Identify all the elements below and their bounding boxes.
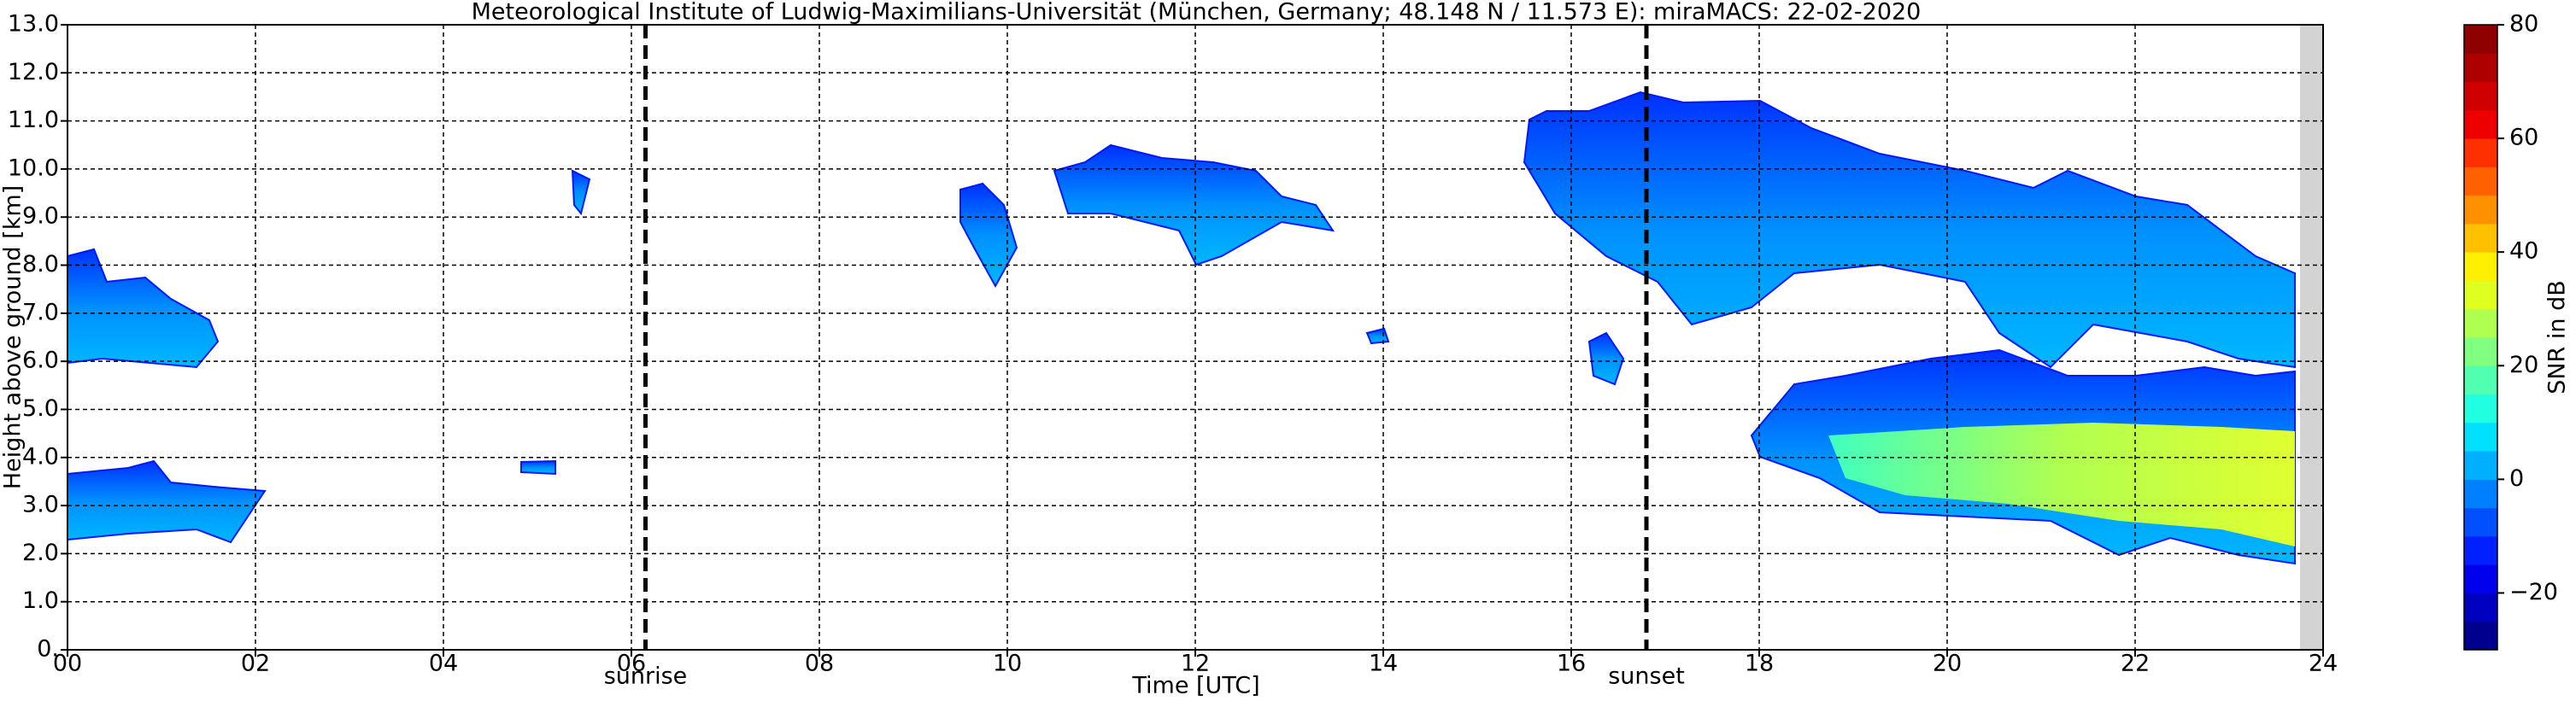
colorbar-tick-label: 40	[2509, 238, 2538, 265]
colorbar-swatch	[2464, 564, 2497, 593]
event-label: sunrise	[604, 663, 688, 690]
x-axis-label: Time [UTC]	[1131, 673, 1259, 699]
cloud	[1587, 331, 1625, 386]
colorbar-swatch	[2464, 280, 2497, 310]
cloud	[1053, 143, 1335, 266]
x-tick-label: 08	[805, 651, 834, 677]
x-tick-label: 04	[429, 651, 458, 677]
colorbar-tick-label: 80	[2509, 11, 2538, 38]
y-tick-label: 11.0	[8, 107, 59, 133]
colorbar-frame	[2463, 24, 2498, 651]
y-tick-label: 8.0	[22, 251, 59, 278]
colorbar-swatch	[2464, 422, 2497, 452]
no-data-strip	[2300, 25, 2323, 650]
cloud	[571, 169, 591, 216]
x-tick-label: 22	[2121, 651, 2150, 677]
colorbar-swatch	[2464, 223, 2497, 253]
x-tick-label: 10	[993, 651, 1022, 677]
colorbar-tick-label: 60	[2509, 125, 2538, 151]
colorbar-swatch	[2464, 167, 2497, 196]
y-tick-label: 10.0	[8, 155, 59, 181]
y-tick-label: 3.0	[22, 492, 59, 518]
colorbar-swatch	[2464, 195, 2497, 225]
colorbar-tick-label: 0	[2509, 465, 2524, 492]
y-tick-label: 4.0	[22, 443, 59, 470]
colorbar-swatch	[2464, 81, 2497, 111]
y-tick-label: 7.0	[22, 299, 59, 325]
cloud	[1365, 327, 1390, 345]
colorbar-swatch	[2464, 479, 2497, 509]
colorbar-swatch	[2464, 394, 2497, 424]
colorbar-swatch	[2464, 365, 2497, 395]
y-tick-label: 1.0	[22, 587, 59, 614]
x-tick-label: 06	[617, 651, 646, 677]
x-tick-label: 14	[1369, 651, 1398, 677]
colorbar-tick-label: 20	[2509, 352, 2538, 378]
chart-title: Meteorological Institute of Ludwig-Maxim…	[472, 0, 1922, 26]
cloud	[959, 182, 1018, 289]
y-tick-label: 5.0	[22, 395, 59, 422]
x-tick-label: 24	[2309, 651, 2338, 677]
colorbar-swatch	[2464, 621, 2497, 651]
colorbar-swatch	[2464, 109, 2497, 139]
colorbar-swatch	[2464, 252, 2497, 281]
colorbar-tick-label: −20	[2509, 579, 2558, 605]
cloud	[520, 459, 556, 476]
colorbar-swatch	[2464, 535, 2497, 565]
colorbar-label: SNR in dB	[2544, 280, 2571, 394]
y-tick-label: 2.0	[22, 540, 59, 566]
x-tick-label: 00	[53, 651, 82, 677]
cloud	[1523, 91, 2296, 369]
colorbar-swatch	[2464, 593, 2497, 622]
cloud-core	[1828, 423, 2295, 546]
colorbar-swatch	[2464, 138, 2497, 167]
colorbar-swatch	[2464, 308, 2497, 338]
event-label: sunset	[1608, 663, 1685, 690]
cloud	[67, 248, 220, 369]
y-tick-label: 6.0	[22, 348, 59, 374]
colorbar-swatch	[2464, 507, 2497, 537]
y-tick-label: 12.0	[8, 59, 59, 85]
x-tick-label: 02	[241, 651, 270, 677]
y-tick-label: 9.0	[22, 203, 59, 230]
colorbar-swatch	[2464, 337, 2497, 366]
x-tick-label: 20	[1933, 651, 1962, 677]
colorbar-swatch	[2464, 53, 2497, 83]
x-tick-label: 16	[1557, 651, 1586, 677]
y-tick-label: 0.	[37, 636, 59, 663]
colorbar-swatch	[2464, 25, 2497, 54]
cloud	[67, 459, 267, 544]
y-axis-label: Height above ground [km]	[0, 185, 26, 489]
y-tick-label: 13.0	[8, 11, 59, 38]
x-tick-label: 18	[1745, 651, 1774, 677]
x-tick-label: 12	[1181, 651, 1210, 677]
colorbar-swatch	[2464, 451, 2497, 480]
echoes	[67, 25, 2323, 650]
